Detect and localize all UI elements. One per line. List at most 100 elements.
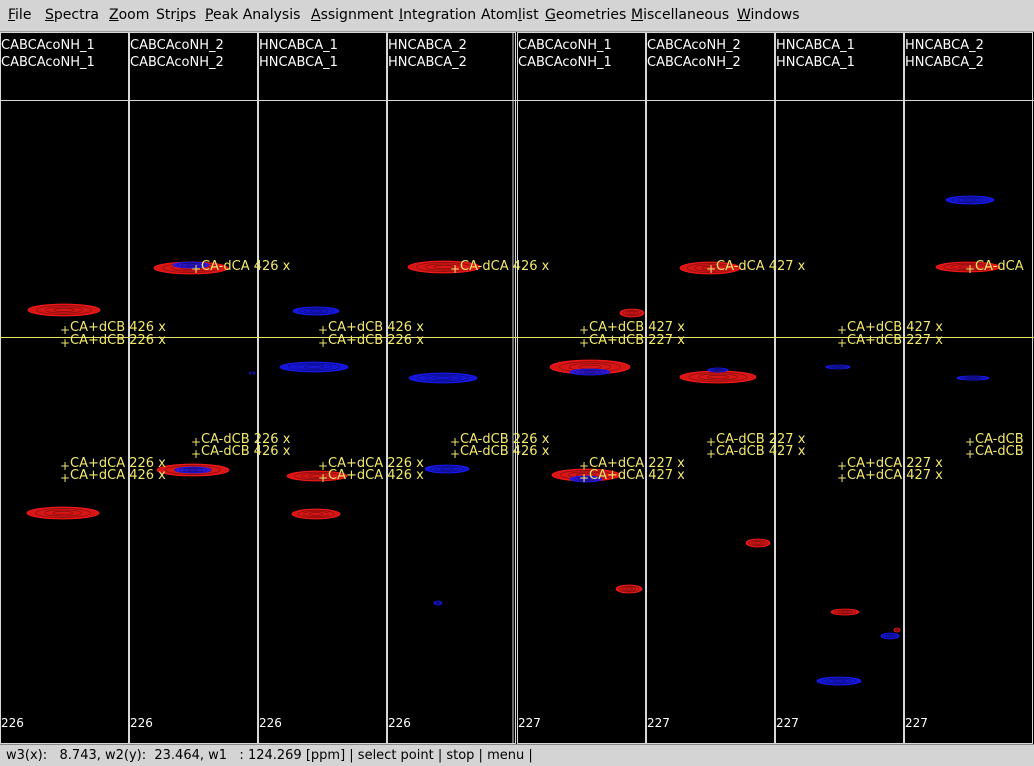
negative-contour-peak[interactable] [248, 371, 256, 375]
contour-level [304, 365, 324, 369]
negative-contour-peak[interactable] [816, 676, 862, 686]
contour-level [424, 263, 464, 271]
contour-level [748, 539, 768, 547]
positive-contour-peak[interactable] [830, 608, 860, 616]
negative-contour-peak[interactable] [279, 361, 349, 373]
peak-marker: + [965, 447, 975, 461]
positive-contour-peak[interactable] [935, 261, 1001, 273]
contour-level [754, 541, 762, 545]
contour-level [308, 512, 324, 516]
negative-contour-peak[interactable] [569, 368, 611, 376]
negative-contour-peak[interactable] [174, 466, 212, 474]
contour-level [584, 370, 597, 374]
contour-level [745, 538, 771, 548]
contour-level [828, 365, 848, 369]
contour-level [701, 265, 719, 271]
status-text: w3(x): 8.743, w2(y): 23.464, w1 : 124.26… [6, 748, 533, 763]
strip-frame-5[interactable] [517, 32, 646, 744]
contour-level [710, 368, 727, 372]
peak-marker: + [318, 336, 328, 350]
contour-level [622, 309, 642, 317]
menu-zoom[interactable]: Zoom [109, 7, 150, 23]
peak-label: CA+dCB 226 x [328, 333, 424, 348]
positive-contour-peak[interactable] [291, 508, 341, 520]
negative-contour-peak[interactable] [424, 464, 470, 474]
positive-contour-peak[interactable] [407, 260, 481, 274]
contour-level [26, 506, 100, 520]
status-bar: w3(x): 8.743, w2(y): 23.464, w1 : 124.26… [0, 744, 1034, 766]
contour-level [957, 197, 983, 203]
contour-level [833, 609, 857, 615]
contour-level [424, 374, 462, 381]
negative-contour-peak[interactable] [433, 600, 443, 606]
contour-level [293, 471, 341, 481]
negative-contour-peak[interactable] [569, 475, 603, 483]
strip-plot-area[interactable]: CABCAcoNH_1 CABCAcoNH_1 226 CABCAcoNH_2 CABC… [0, 32, 1034, 744]
strip-frame-3[interactable] [258, 32, 387, 744]
menu-assignment[interactable]: Assignment [311, 7, 394, 23]
positive-contour-peak[interactable] [745, 538, 771, 548]
strip-frame-6[interactable] [646, 32, 775, 744]
peak-label: CA+dCA 426 x [328, 468, 424, 483]
negative-contour-peak[interactable] [956, 375, 990, 381]
positive-contour-peak[interactable] [679, 261, 741, 275]
negative-contour-peak[interactable] [880, 632, 900, 640]
positive-contour-peak[interactable] [679, 370, 757, 384]
menu-miscellaneous[interactable]: Miscellaneous [631, 7, 730, 23]
strip-frame-4[interactable] [387, 32, 516, 744]
menu-geometries[interactable]: Geometries [545, 7, 627, 23]
contour-level [832, 679, 846, 683]
positive-contour-peak[interactable] [27, 303, 101, 317]
contour-level [945, 195, 995, 205]
contour-level [27, 303, 101, 317]
menu-file[interactable]: File [8, 7, 32, 23]
negative-contour-peak[interactable] [172, 261, 210, 269]
strip-spectrum-name: HNCABCA_1 [259, 38, 338, 53]
strip-spectrum-name: HNCABCA_2 [905, 38, 984, 53]
contour-level [619, 308, 645, 318]
menu-peak-analysis[interactable]: Peak Analysis [205, 7, 301, 23]
positive-contour-peak[interactable] [26, 506, 100, 520]
contour-level [308, 474, 326, 478]
peak-label: CA+dCB 226 x [70, 333, 166, 348]
contour-level [894, 628, 900, 632]
contour-level [895, 628, 899, 632]
contour-level [429, 465, 465, 473]
negative-contour-peak[interactable] [825, 364, 851, 370]
negative-contour-peak[interactable] [292, 306, 340, 316]
menu-spectra[interactable]: Spectra [45, 7, 99, 23]
strip-frame-7[interactable] [775, 32, 904, 744]
negative-contour-peak[interactable] [707, 367, 729, 373]
menu-integration[interactable]: Integration [399, 7, 477, 23]
strip-title: HNCABCA_1 [259, 55, 338, 70]
menu-atomlist[interactable]: Atomlist [481, 7, 539, 23]
contour-level [962, 198, 978, 202]
peak-label: CA-dCB 426 x [201, 444, 291, 459]
contour-level [618, 585, 640, 593]
negative-contour-peak[interactable] [945, 195, 995, 205]
peak-label: CA-dCB 427 x [716, 444, 806, 459]
spectrum-strips-canvas[interactable]: CABCAcoNH_1 CABCAcoNH_1 226 CABCAcoNH_2 CABC… [0, 32, 1034, 744]
positive-contour-peak[interactable] [286, 470, 348, 482]
strip-title: CABCAcoNH_2 [647, 55, 741, 70]
contour-level [714, 368, 722, 372]
strip-frame-1[interactable] [0, 32, 129, 744]
contour-level [303, 308, 329, 314]
contour-level [712, 368, 724, 372]
positive-contour-peak[interactable] [619, 308, 645, 318]
menu-strips[interactable]: Strips [156, 7, 197, 23]
strip-frame-2[interactable] [129, 32, 258, 744]
positive-contour-peak[interactable] [615, 584, 643, 594]
contour-level [178, 467, 208, 473]
peak-marker: + [60, 323, 70, 337]
contour-level [964, 376, 982, 380]
contour-level [408, 372, 478, 384]
positive-contour-peak[interactable] [551, 468, 621, 482]
positive-contour-peak[interactable] [893, 627, 901, 633]
negative-contour-peak[interactable] [408, 372, 478, 384]
contour-level [43, 509, 83, 517]
contour-level [574, 369, 606, 375]
strip-residue-label: 227 [518, 716, 541, 730]
strip-frame-8[interactable] [904, 32, 1033, 744]
menu-windows[interactable]: Windows [737, 7, 800, 23]
